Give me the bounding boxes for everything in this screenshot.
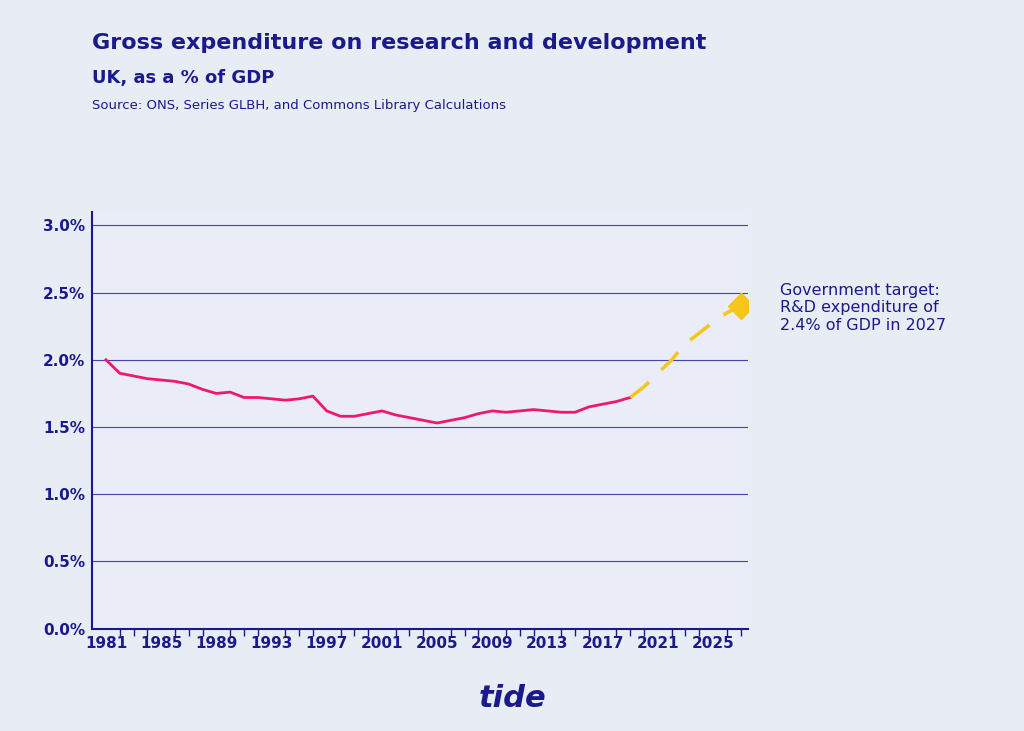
Text: UK, as a % of GDP: UK, as a % of GDP [92,69,274,88]
Text: Gross expenditure on research and development: Gross expenditure on research and develo… [92,33,707,53]
Text: Source: ONS, Series GLBH, and Commons Library Calculations: Source: ONS, Series GLBH, and Commons Li… [92,99,506,112]
Text: Government target:
R&D expenditure of
2.4% of GDP in 2027: Government target: R&D expenditure of 2.… [780,283,946,333]
Text: tide: tide [478,683,546,713]
